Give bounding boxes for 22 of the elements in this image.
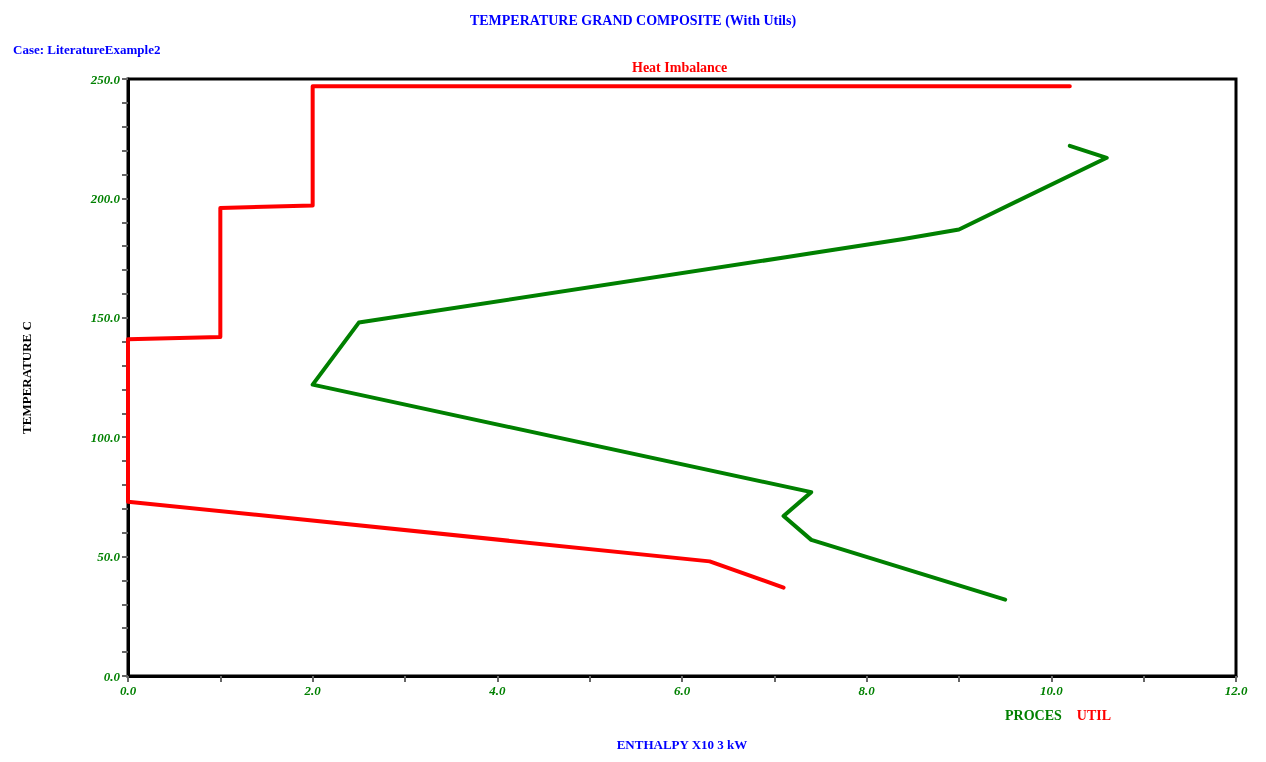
chart-subtitle: Case: LiteratureExample2 xyxy=(13,42,161,57)
y-tick-label: 0.0 xyxy=(103,668,121,684)
x-tick-label: 2.0 xyxy=(303,683,322,698)
y-tick-label: 250.0 xyxy=(89,71,121,87)
x-tick-label: 4.0 xyxy=(488,683,506,698)
y-tick-label: 100.0 xyxy=(90,429,121,445)
line-series xyxy=(310,143,1109,602)
text: Heat Imbalance xyxy=(632,59,728,75)
y-axis-title: TEMPERATURE C xyxy=(19,321,34,434)
y-tick-label: 50.0 xyxy=(97,549,121,565)
x-axis-title: ENTHALPY X10 3 kW xyxy=(616,737,748,752)
x-tick-label: 6.0 xyxy=(673,683,691,698)
x-tick-label: 12.0 xyxy=(1224,683,1248,698)
text: PROCES xyxy=(1004,707,1062,723)
x-tick-label: 10.0 xyxy=(1039,683,1064,698)
text: UTIL xyxy=(1076,707,1111,723)
line-series xyxy=(126,84,1072,590)
y-tick-label: 200.0 xyxy=(89,190,121,206)
x-tick-label: 8.0 xyxy=(858,683,876,698)
x-tick-label: 0.0 xyxy=(119,683,137,698)
y-tick-label: 150.0 xyxy=(90,310,121,326)
chart-title: TEMPERATURE GRAND COMPOSITE (With Utils) xyxy=(469,12,797,29)
